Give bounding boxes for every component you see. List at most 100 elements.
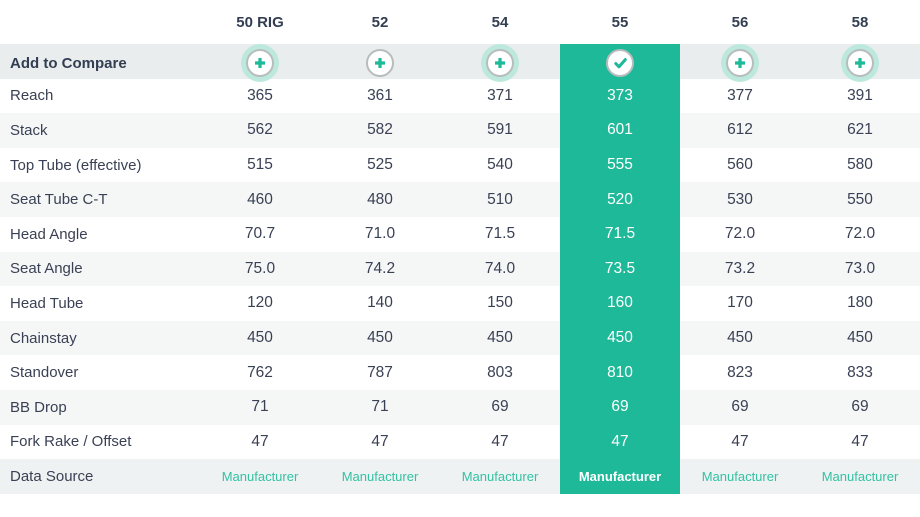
cell-value: 803	[487, 363, 513, 381]
cell-value: 377	[727, 86, 753, 104]
check-glyph	[606, 49, 634, 77]
data-source-cell: Manufacturer	[560, 459, 680, 494]
data-source-link[interactable]: Manufacturer	[461, 468, 539, 484]
value-cell: 180	[800, 286, 920, 321]
value-cell: 591	[440, 113, 560, 148]
row-label: Seat Tube C-T	[10, 191, 108, 209]
table-row-head-angle: Head Angle 70.7 71.0 71.5 71.5 72.0 72.0	[0, 216, 920, 252]
row-label: Fork Rake / Offset	[10, 433, 132, 451]
plus-icon[interactable]	[361, 44, 399, 82]
value-cell: 47	[320, 425, 440, 460]
value-cell: 515	[200, 148, 320, 183]
cell-value: 555	[607, 156, 633, 174]
value-cell: 71.5	[560, 216, 680, 252]
value-cell: 71.5	[440, 217, 560, 252]
value-cell: 550	[800, 182, 920, 217]
value-cell: 601	[560, 113, 680, 148]
plus-icon[interactable]	[241, 44, 279, 82]
value-cell: 762	[200, 355, 320, 390]
table-row-chainstay: Chainstay 450 450 450 450 450 450	[0, 320, 920, 356]
table-row-fork-rake-offset: Fork Rake / Offset 47 47 47 47 47 47	[0, 424, 920, 460]
value-cell: 810	[560, 355, 680, 390]
value-cell: 520	[560, 182, 680, 217]
value-cell: 540	[440, 148, 560, 183]
table-row-top-tube-effective-: Top Tube (effective) 515 525 540 555 560 580	[0, 147, 920, 183]
value-cell: 377	[680, 79, 800, 114]
data-source-label: Data Source	[10, 467, 94, 485]
cell-value: 833	[847, 363, 873, 381]
cell-value: 520	[607, 190, 633, 208]
row-label: Head Tube	[10, 294, 84, 312]
value-cell: 47	[200, 425, 320, 460]
value-cell: 580	[800, 148, 920, 183]
column-header-55: 55	[611, 13, 629, 31]
data-source-link[interactable]: Manufacturer	[221, 468, 299, 484]
cell-value: 762	[247, 363, 273, 381]
cell-value: 71	[251, 398, 269, 416]
cell-value: 601	[607, 121, 633, 139]
value-cell: 621	[800, 113, 920, 148]
data-source-cell: Manufacturer	[200, 459, 320, 494]
add-to-compare-label: Add to Compare	[10, 54, 127, 72]
value-cell: 450	[800, 321, 920, 356]
value-cell: 150	[440, 286, 560, 321]
value-cell: 74.2	[320, 252, 440, 287]
cell-value: 73.2	[724, 259, 756, 277]
value-cell: 73.2	[680, 252, 800, 287]
value-cell: 803	[440, 355, 560, 390]
plus-icon[interactable]	[841, 44, 879, 82]
cell-value: 74.0	[484, 259, 516, 277]
value-cell: 69	[800, 390, 920, 425]
value-cell: 365	[200, 79, 320, 114]
value-cell: 140	[320, 286, 440, 321]
cell-value: 170	[727, 294, 753, 312]
plus-glyph	[246, 49, 274, 77]
compare-cell-56	[680, 44, 800, 82]
data-source-link[interactable]: Manufacturer	[578, 468, 662, 484]
data-source-link[interactable]: Manufacturer	[341, 468, 419, 484]
value-cell: 450	[560, 320, 680, 356]
add-to-compare-row: Add to Compare	[0, 44, 920, 82]
cell-value: 47	[851, 432, 869, 450]
data-source-link[interactable]: Manufacturer	[701, 468, 779, 484]
cell-value: 361	[367, 86, 393, 104]
value-cell: 823	[680, 355, 800, 390]
row-label: Chainstay	[10, 329, 77, 347]
cell-value: 69	[851, 398, 869, 416]
cell-value: 460	[247, 190, 273, 208]
cell-value: 591	[487, 121, 513, 139]
cell-value: 75.0	[244, 259, 276, 277]
value-cell: 120	[200, 286, 320, 321]
value-cell: 47	[680, 425, 800, 460]
plus-icon[interactable]	[481, 44, 519, 82]
table-row-standover: Standover 762 787 803 810 823 833	[0, 355, 920, 390]
cell-value: 180	[847, 294, 873, 312]
value-cell: 480	[320, 182, 440, 217]
value-cell: 560	[680, 148, 800, 183]
cell-value: 69	[491, 398, 509, 416]
value-cell: 373	[560, 78, 680, 114]
data-source-link[interactable]: Manufacturer	[821, 468, 899, 484]
cell-value: 480	[367, 190, 393, 208]
cell-value: 450	[607, 329, 633, 347]
cell-value: 391	[847, 86, 873, 104]
value-cell: 69	[680, 390, 800, 425]
plus-glyph	[846, 49, 874, 77]
cell-value: 71	[371, 398, 389, 416]
value-cell: 75.0	[200, 252, 320, 287]
value-cell: 47	[560, 424, 680, 460]
row-label: Top Tube (effective)	[10, 156, 142, 174]
table-row-stack: Stack 562 582 591 601 612 621	[0, 113, 920, 148]
value-cell: 74.0	[440, 252, 560, 287]
cell-value: 73.5	[604, 259, 636, 277]
plus-icon[interactable]	[721, 44, 759, 82]
row-label: BB Drop	[10, 398, 67, 416]
value-cell: 510	[440, 182, 560, 217]
value-cell: 170	[680, 286, 800, 321]
check-icon[interactable]	[601, 44, 639, 82]
row-label: Stack	[10, 121, 48, 139]
value-cell: 450	[680, 321, 800, 356]
header-spacer	[0, 0, 200, 44]
value-cell: 69	[440, 390, 560, 425]
cell-value: 140	[367, 294, 393, 312]
